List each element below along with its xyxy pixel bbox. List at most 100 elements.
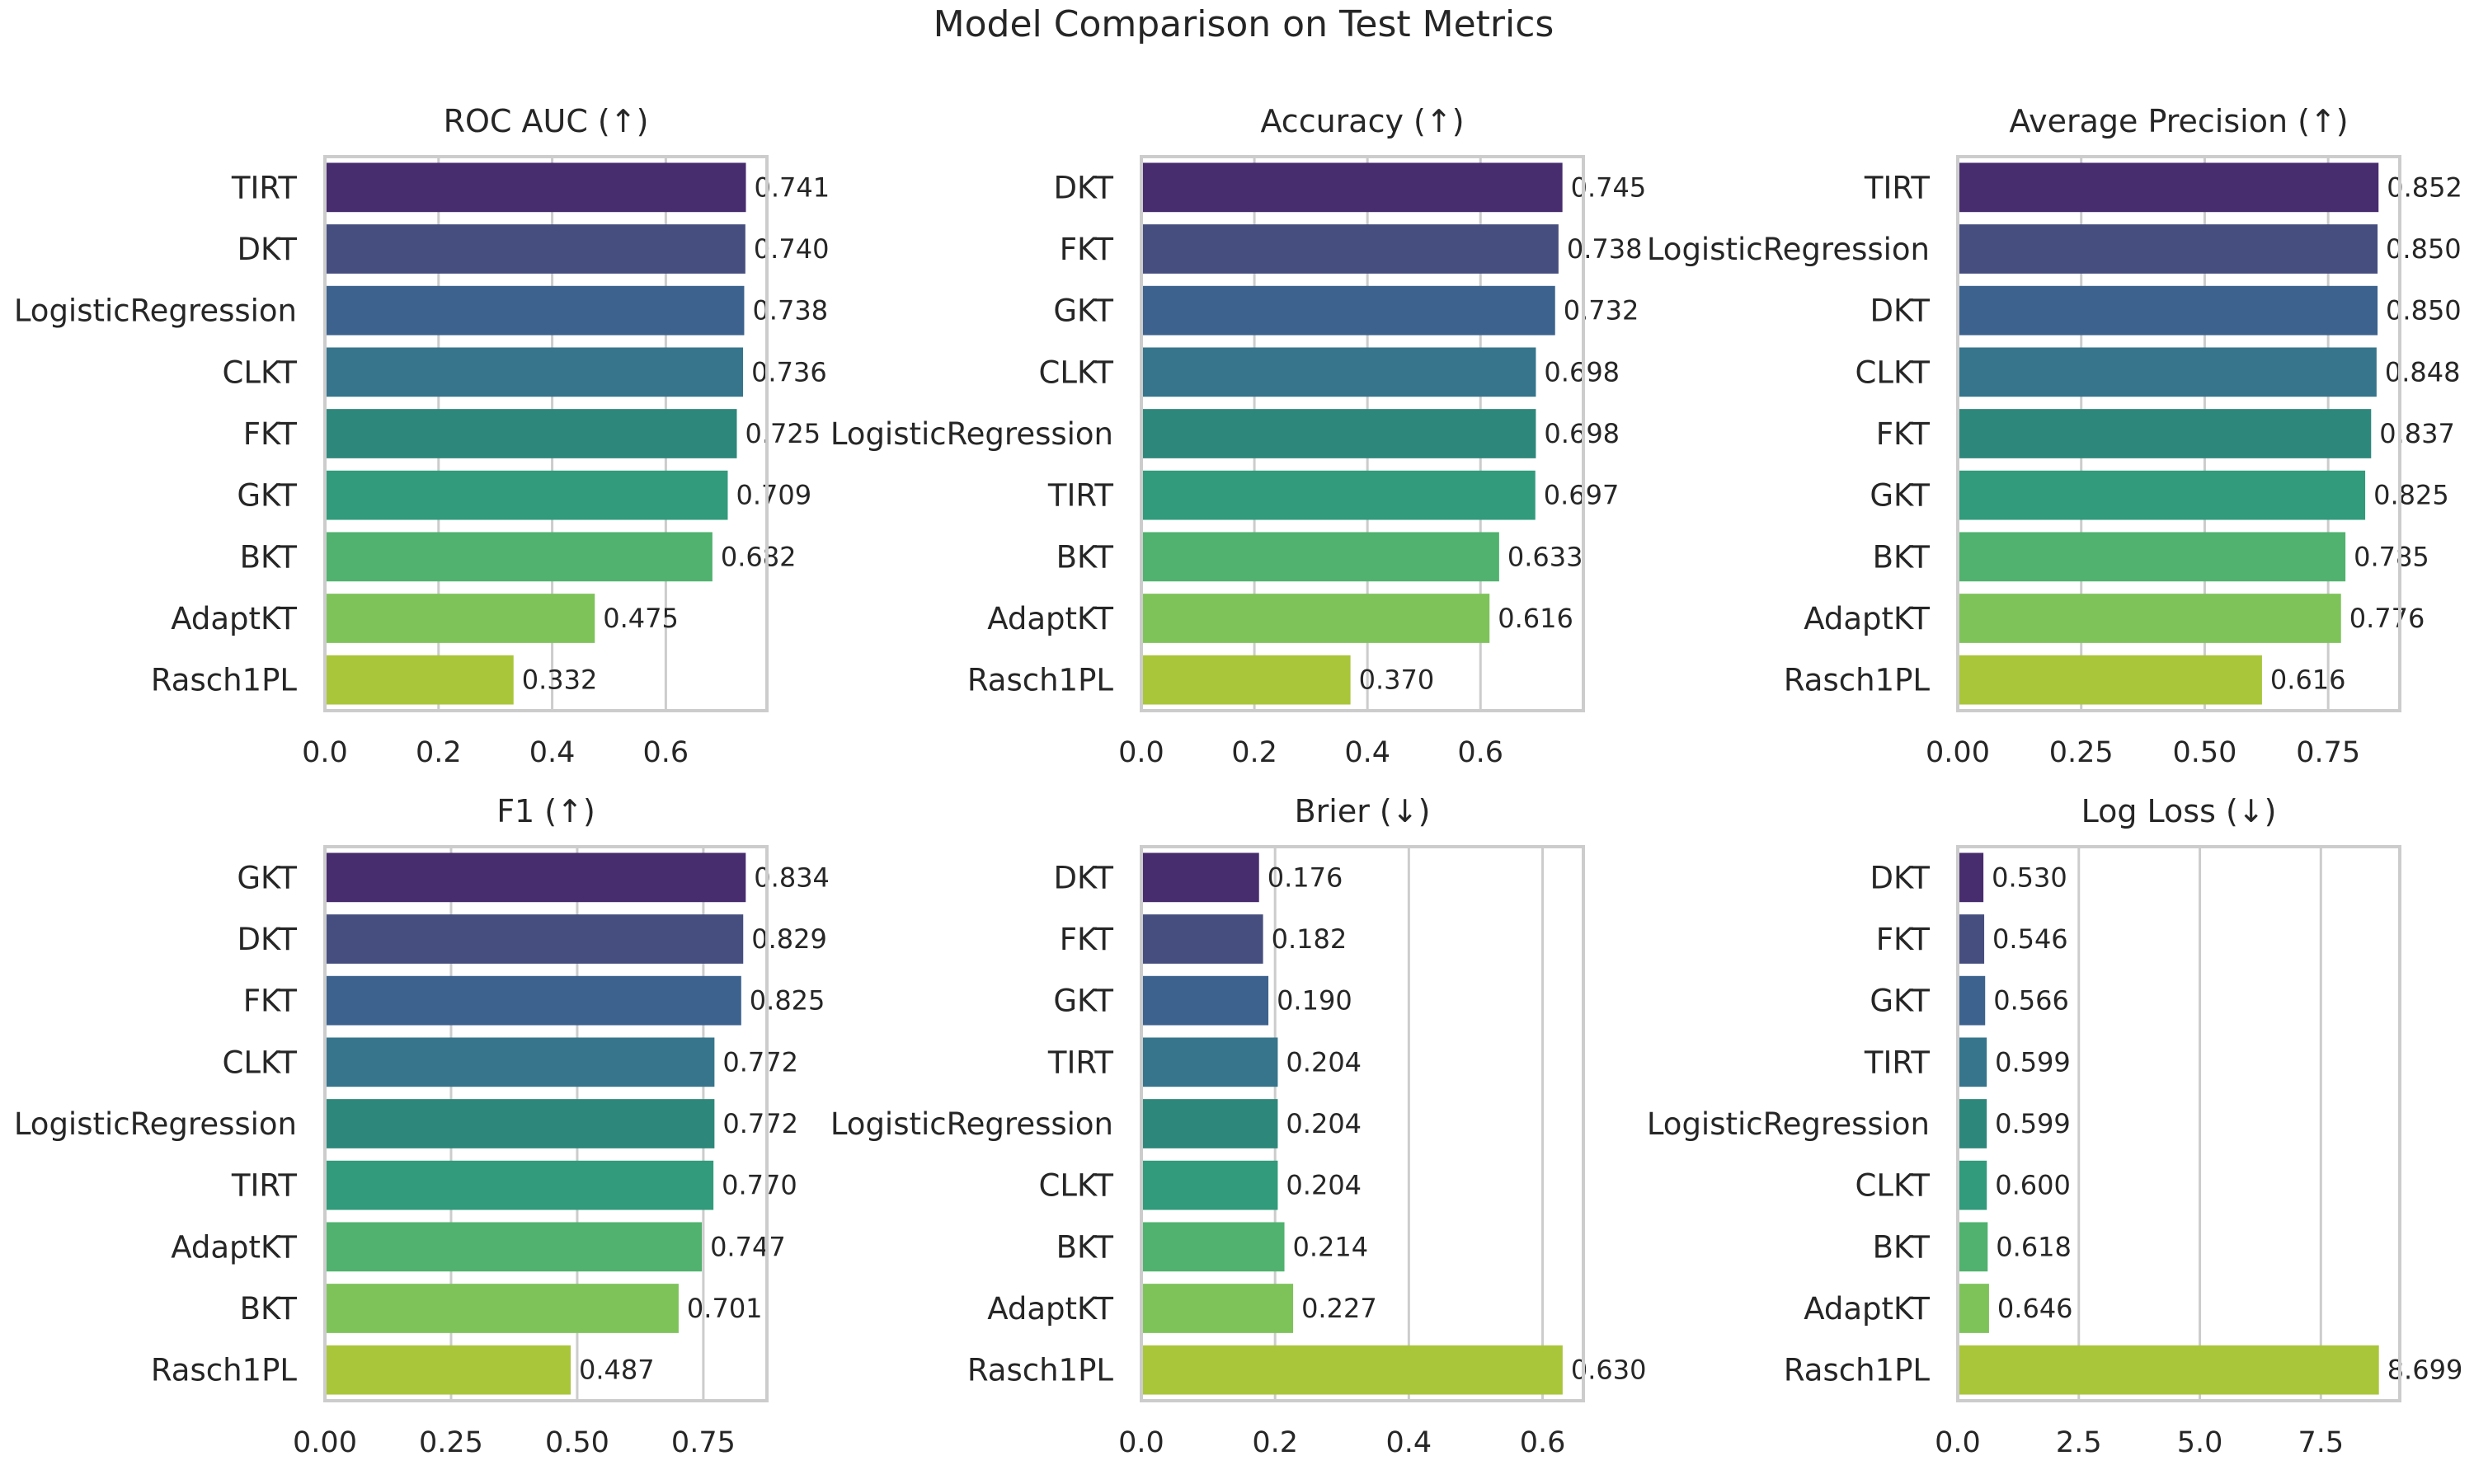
category-label: BKT — [240, 1291, 298, 1327]
category-label: BKT — [1056, 1229, 1114, 1265]
category-label: AdaptKT — [987, 1291, 1113, 1327]
bar-TIRT — [1141, 470, 1536, 520]
value-label: 0.725 — [745, 418, 821, 449]
bar-DKT — [325, 914, 744, 964]
category-label: GKT — [1053, 984, 1113, 1019]
bar-GKT — [325, 470, 728, 520]
x-tick-label: 0.0 — [1935, 1426, 1981, 1459]
category-label: BKT — [240, 539, 298, 575]
category-label: AdaptKT — [171, 601, 297, 636]
value-label: 0.475 — [603, 603, 679, 634]
axes-frame — [323, 845, 769, 1402]
x-tick-label: 0.6 — [1520, 1426, 1566, 1459]
category-label: TIRT — [1047, 1045, 1114, 1080]
category-label: DKT — [1054, 860, 1114, 895]
category-label: CLKT — [223, 1045, 298, 1080]
value-label: 0.772 — [722, 1046, 798, 1078]
bar-AdaptKT — [1141, 1284, 1294, 1333]
category-label: LogisticRegression — [14, 294, 297, 329]
bar-AdaptKT — [1141, 594, 1490, 643]
bar-CLKT — [325, 1037, 715, 1087]
chart-panel-3: TIRT 0.852 LogisticRegression 0.850 DKT 0.850… — [1647, 103, 2462, 769]
bar-Rasch1PL — [1141, 655, 1351, 705]
bar-FKT — [1958, 409, 2372, 458]
value-label: 0.616 — [2270, 665, 2346, 696]
axes-frame — [1140, 845, 1585, 1402]
bar-LogisticRegression — [1141, 409, 1536, 458]
value-label: 0.701 — [687, 1293, 763, 1324]
bar-TIRT — [1958, 162, 2379, 213]
bar-FKT — [325, 975, 741, 1026]
value-label: 0.646 — [1997, 1293, 2073, 1324]
x-tick-label: 0.2 — [416, 736, 462, 769]
bar-AdaptKT — [325, 594, 595, 643]
value-label: 0.736 — [751, 356, 827, 387]
x-tick-label: 0.75 — [671, 1426, 736, 1459]
category-label: TIRT — [231, 1168, 298, 1204]
category-label: CLKT — [1039, 355, 1114, 390]
value-label: 0.709 — [736, 480, 811, 511]
category-label: LogisticRegression — [1647, 1106, 1930, 1142]
value-label: 0.546 — [1992, 923, 2068, 955]
category-label: TIRT — [231, 170, 298, 205]
value-label: 0.837 — [2379, 418, 2455, 449]
value-label: 0.566 — [1993, 985, 2069, 1017]
category-label: GKT — [237, 860, 297, 895]
bar-CLKT — [1958, 347, 2377, 397]
value-label: 0.227 — [1301, 1293, 1377, 1324]
x-tick-label: 0.4 — [529, 736, 576, 769]
x-tick-label: 7.5 — [2298, 1426, 2344, 1459]
category-label: FKT — [1060, 232, 1114, 267]
category-label: GKT — [237, 478, 297, 514]
panel-title: Brier (↓) — [1295, 793, 1431, 829]
bar-TIRT — [325, 162, 746, 213]
category-label: DKT — [238, 232, 298, 267]
x-tick-label: 0.2 — [1231, 736, 1277, 769]
category-label: TIRT — [1864, 1045, 1931, 1080]
value-label: 0.530 — [1992, 862, 2067, 893]
bar-CLKT — [325, 347, 744, 397]
x-tick-label: 0.0 — [1118, 1426, 1164, 1459]
value-label: 0.785 — [2354, 541, 2429, 572]
category-label: Rasch1PL — [151, 1353, 297, 1388]
value-label: 0.772 — [722, 1108, 798, 1139]
category-label: AdaptKT — [987, 601, 1113, 636]
bar-AdaptKT — [1958, 1284, 1989, 1333]
category-label: BKT — [1873, 1229, 1931, 1265]
bar-GKT — [1141, 975, 1269, 1026]
bar-LogisticRegression — [1958, 224, 2378, 274]
value-label: 0.747 — [710, 1231, 786, 1262]
bar-Rasch1PL — [1958, 655, 2262, 705]
figure-title: Model Comparison on Test Metrics — [934, 3, 1554, 45]
category-label: GKT — [1870, 478, 1930, 514]
value-label: 0.829 — [751, 923, 827, 955]
category-label: FKT — [243, 984, 298, 1019]
value-label: 0.848 — [2385, 356, 2461, 387]
value-label: 0.487 — [579, 1355, 655, 1386]
x-tick-label: 2.5 — [2056, 1426, 2102, 1459]
axes-frame — [1956, 845, 2401, 1402]
bar-TIRT — [1958, 1037, 1987, 1087]
axes-frame — [323, 155, 769, 712]
x-tick-label: 5.0 — [2177, 1426, 2223, 1459]
category-label: LogisticRegression — [830, 416, 1113, 452]
bar-DKT — [1958, 285, 2378, 336]
value-label: 0.370 — [1359, 665, 1435, 696]
x-tick-label: 0.6 — [643, 736, 689, 769]
category-label: Rasch1PL — [1784, 1353, 1930, 1388]
category-label: TIRT — [1047, 478, 1114, 514]
category-label: BKT — [1056, 539, 1114, 575]
category-label: Rasch1PL — [151, 663, 297, 698]
bar-BKT — [1958, 532, 2346, 582]
x-tick-label: 0.0 — [302, 736, 348, 769]
value-label: 0.204 — [1286, 1046, 1362, 1078]
bar-LogisticRegression — [325, 285, 745, 336]
category-label: DKT — [1054, 170, 1114, 205]
bar-GKT — [1958, 470, 2366, 520]
bar-DKT — [325, 224, 745, 274]
bar-TIRT — [325, 1160, 714, 1210]
bar-BKT — [1958, 1222, 1988, 1272]
